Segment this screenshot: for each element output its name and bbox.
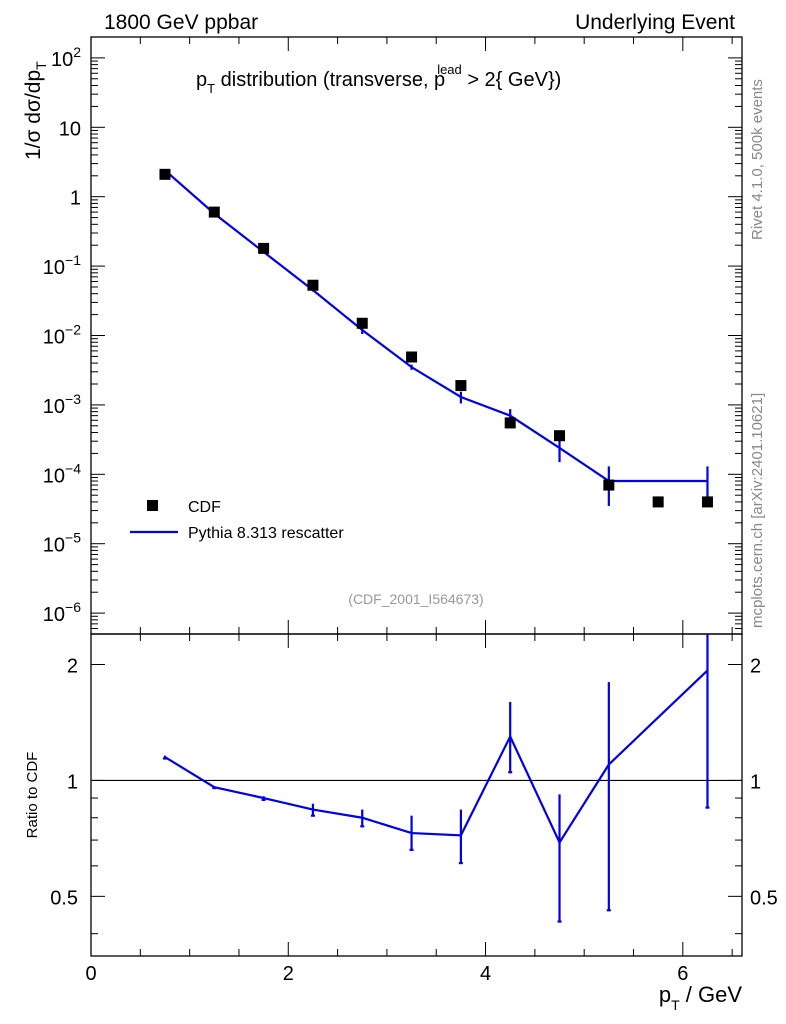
main-plot-frame — [90, 36, 743, 635]
cdf-data-point — [701, 496, 713, 508]
ratio-y-tick-label-right: 0.5 — [750, 887, 778, 909]
main-y-tick-mantissa: 10 — [43, 465, 65, 487]
x-tick-label: 2 — [283, 963, 294, 985]
ratio-axis-ticks — [90, 634, 742, 956]
ratio-tick-labels: 2 2 1 1 0.5 0.5 0 2 4 6 — [50, 655, 778, 985]
x-tick-label: 6 — [677, 963, 688, 985]
cdf-data-point — [208, 206, 220, 218]
main-y-axis-label: 1/σ dσ/dpT — [22, 61, 49, 160]
main-y-tick-label: 10−4 — [43, 460, 81, 487]
main-mc-line — [164, 169, 708, 483]
main-y-tick-label: 10−3 — [43, 391, 81, 418]
cdf-data-point — [603, 479, 615, 491]
title-sub-t: T — [207, 81, 215, 96]
legend-cdf-label: CDF — [188, 499, 221, 516]
main-y-tick-label: 10−2 — [43, 322, 81, 349]
x-label-sub: T — [671, 997, 680, 1013]
cdf-data-point — [307, 279, 319, 291]
main-y-tick-exponent: 2 — [73, 44, 81, 60]
ratio-y-tick-label-left: 0.5 — [50, 887, 78, 909]
x-label-unit: / GeV — [680, 982, 743, 1007]
x-tick-label: 0 — [85, 963, 96, 985]
ratio-y-tick-label-right: 2 — [750, 655, 761, 677]
main-y-tick-mantissa: 10 — [43, 257, 65, 279]
main-y-tick-label: 10−6 — [43, 599, 81, 626]
main-y-tick-mantissa: 10 — [59, 118, 81, 140]
cdf-data-point — [652, 496, 664, 508]
main-y-tick-exponent: −3 — [65, 391, 81, 407]
ratio-y-tick-label-left: 2 — [67, 655, 78, 677]
header-left: 1800 GeV ppbar — [104, 11, 258, 34]
main-y-tick-exponent: −5 — [65, 530, 81, 546]
main-y-tick-label: 10−1 — [43, 252, 81, 279]
plot-title: pT distribution (transverse, plead > 2{ … — [196, 62, 561, 96]
legend-mc-label: Pythia 8.313 rescatter — [188, 525, 344, 542]
ratio-y-tick-label-left: 1 — [67, 771, 78, 793]
main-y-tick-label: 1 — [70, 188, 81, 210]
main-y-tick-mantissa: 10 — [51, 49, 73, 71]
cdf-data-point — [406, 351, 418, 363]
cdf-data-point — [356, 317, 368, 329]
main-data-series — [159, 168, 713, 508]
main-y-tick-mantissa: 10 — [43, 327, 65, 349]
main-mc-series — [163, 169, 709, 506]
main-y-label-text: 1/σ dσ/dp — [22, 70, 45, 160]
cdf-data-point — [504, 417, 516, 429]
main-y-tick-exponent: −2 — [65, 322, 81, 338]
ratio-plot-frame — [90, 633, 743, 957]
main-y-tick-mantissa: 10 — [43, 396, 65, 418]
main-y-tick-mantissa: 10 — [43, 604, 65, 626]
main-y-tick-label: 10−5 — [43, 530, 81, 557]
rivet-label: Rivet 4.1.0, 500k events — [749, 79, 766, 240]
title-sup-lead: lead — [437, 62, 462, 77]
title-p: p — [196, 69, 207, 91]
x-axis-label: pT / GeV — [659, 982, 742, 1013]
ratio-y-axis-label: Ratio to CDF — [24, 752, 41, 839]
cdf-data-point — [455, 380, 467, 392]
title-tail: > 2{ GeV}) — [462, 69, 562, 91]
cdf-data-point — [258, 242, 270, 254]
main-y-tick-mantissa: 10 — [43, 535, 65, 557]
ratio-y-tick-label-right: 1 — [750, 771, 761, 793]
main-y-tick-exponent: −1 — [65, 252, 81, 268]
x-label-p: p — [659, 982, 671, 1007]
x-tick-label: 4 — [480, 963, 491, 985]
cdf-data-point — [554, 430, 566, 442]
analysis-watermark: (CDF_2001_I564673) — [348, 591, 483, 607]
header-right: Underlying Event — [575, 11, 735, 34]
cdf-data-point — [159, 168, 171, 180]
title-rest: distribution (transverse, p — [215, 69, 445, 91]
mcplots-label: mcplots.cern.ch [arXiv:2401.10621] — [749, 393, 766, 628]
ratio-mc-line — [164, 669, 709, 845]
main-axis-ticks — [90, 36, 742, 635]
ratio-mc-series — [162, 634, 710, 923]
main-y-tick-label: 102 — [51, 44, 81, 71]
legend-cdf-marker — [147, 500, 158, 511]
main-y-tick-mantissa: 1 — [70, 188, 81, 210]
main-y-tick-label: 10 — [59, 118, 81, 140]
main-y-tick-exponent: −4 — [65, 460, 81, 476]
main-y-label-sub: T — [33, 61, 49, 70]
main-y-tick-exponent: −6 — [65, 599, 81, 615]
